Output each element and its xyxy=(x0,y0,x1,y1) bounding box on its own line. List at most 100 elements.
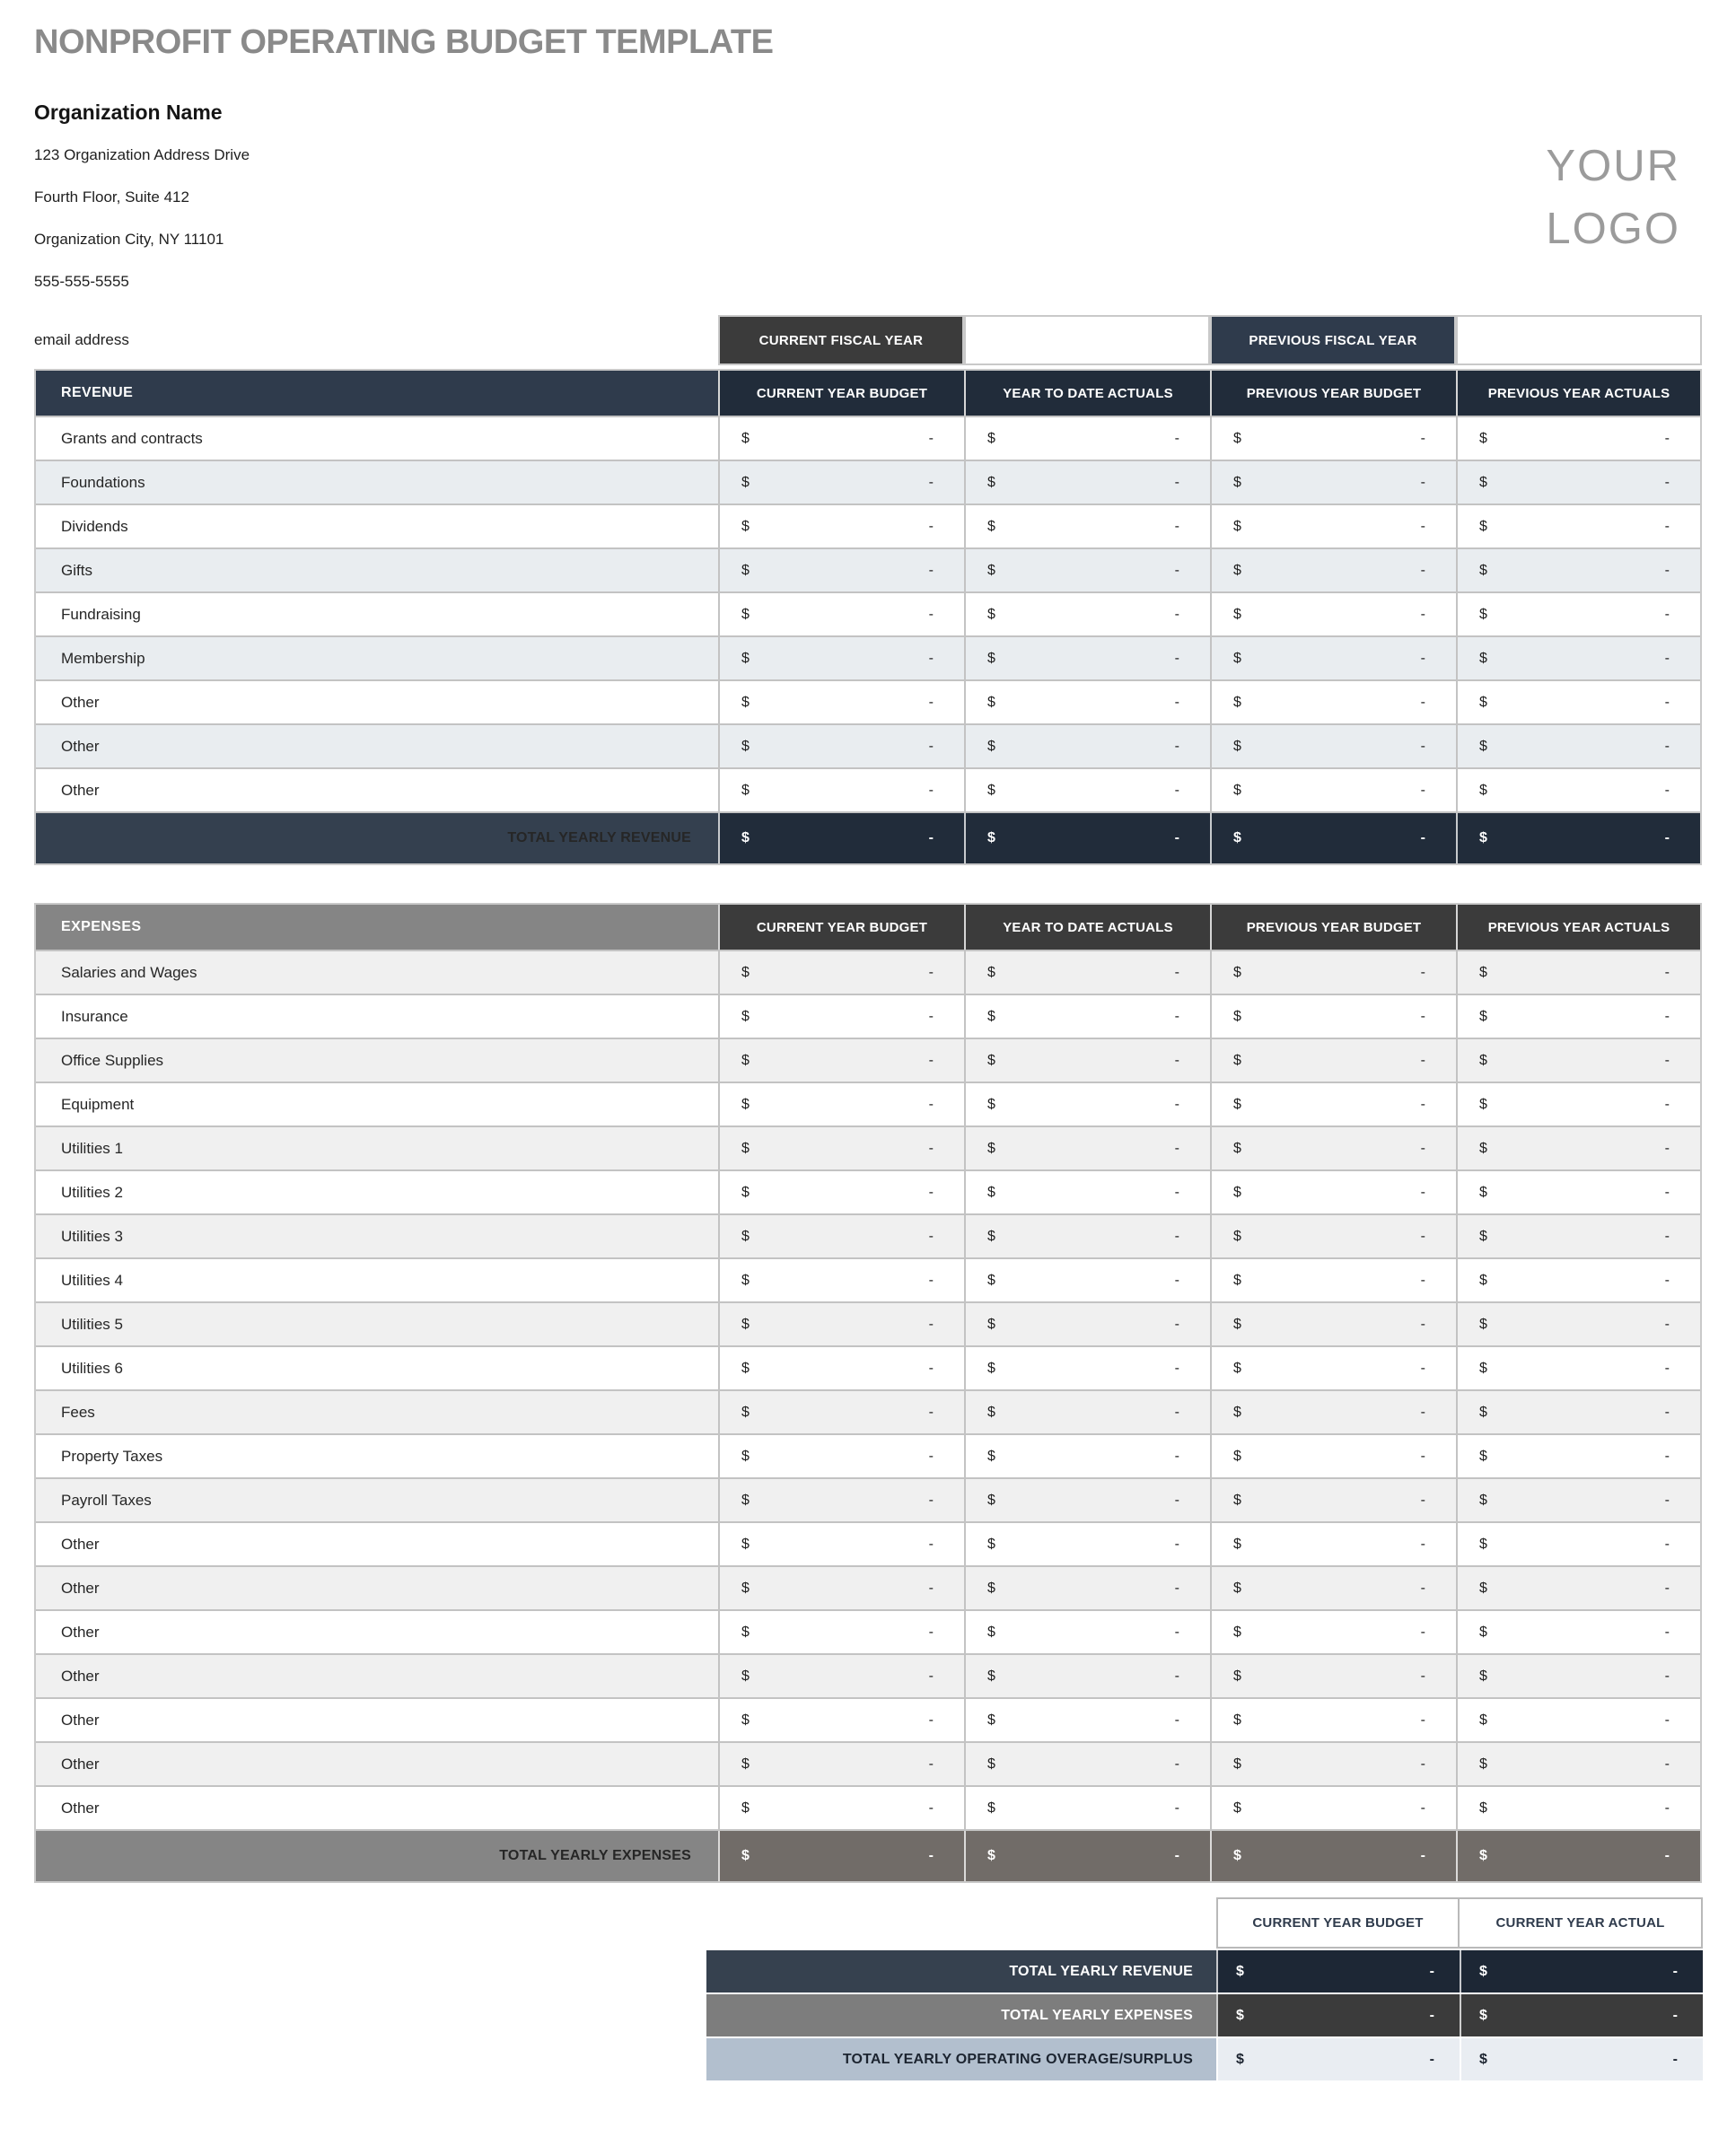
amount-cell[interactable]: $ - xyxy=(718,1567,964,1609)
amount-cell[interactable]: $ - xyxy=(964,1171,1210,1213)
amount-cell[interactable]: $ - xyxy=(1456,1435,1700,1477)
amount-cell[interactable]: $ - xyxy=(1210,549,1456,591)
amount-cell[interactable]: $ - xyxy=(1456,1215,1700,1257)
amount-cell[interactable]: $ - xyxy=(1210,1215,1456,1257)
amount-cell[interactable]: $ - xyxy=(1456,1347,1700,1389)
row-label-cell[interactable]: Other xyxy=(61,1755,100,1773)
row-label-cell[interactable]: Utilities 5 xyxy=(61,1315,123,1333)
row-label-cell[interactable]: Other xyxy=(61,1535,100,1553)
amount-cell[interactable]: $ - xyxy=(718,637,964,679)
amount-cell[interactable]: $ - xyxy=(718,1215,964,1257)
amount-cell[interactable]: $ - xyxy=(718,1435,964,1477)
amount-cell[interactable]: $ - xyxy=(964,1479,1210,1521)
amount-cell[interactable]: $ - xyxy=(1456,725,1700,767)
amount-cell[interactable]: $ - xyxy=(1456,1083,1700,1125)
amount-cell[interactable]: $ - xyxy=(1210,951,1456,994)
amount-cell[interactable]: $ - xyxy=(964,681,1210,723)
amount-cell[interactable]: $ - xyxy=(718,769,964,811)
row-label-cell[interactable]: Other xyxy=(61,1711,100,1729)
amount-cell[interactable]: $ - xyxy=(1456,593,1700,635)
amount-cell[interactable]: $ - xyxy=(1210,1303,1456,1345)
amount-cell[interactable]: $ - xyxy=(964,461,1210,504)
amount-cell[interactable]: $ - xyxy=(964,1611,1210,1653)
amount-cell[interactable]: $ - xyxy=(1210,1127,1456,1169)
amount-cell[interactable]: $ - xyxy=(1456,1787,1700,1829)
amount-cell[interactable]: $ - xyxy=(964,1303,1210,1345)
amount-cell[interactable]: $ - xyxy=(1210,461,1456,504)
row-label-cell[interactable]: Other xyxy=(61,693,100,711)
amount-cell[interactable]: $ - xyxy=(718,505,964,547)
row-label-cell[interactable]: Other xyxy=(61,781,100,799)
amount-cell[interactable]: $ - xyxy=(718,1347,964,1389)
amount-cell[interactable]: $ - xyxy=(1210,725,1456,767)
amount-cell[interactable]: $ - xyxy=(964,951,1210,994)
amount-cell[interactable]: $ - xyxy=(718,681,964,723)
amount-cell[interactable]: $ - xyxy=(718,1787,964,1829)
amount-cell[interactable]: $ - xyxy=(1456,1655,1700,1697)
row-label-cell[interactable]: Other xyxy=(61,737,100,755)
amount-cell[interactable]: $ - xyxy=(1210,417,1456,460)
row-label-cell[interactable]: Gifts xyxy=(61,561,92,579)
amount-cell[interactable]: $ - xyxy=(964,725,1210,767)
amount-cell[interactable]: $ - xyxy=(1456,1171,1700,1213)
row-label-cell[interactable]: Utilities 6 xyxy=(61,1359,123,1377)
amount-cell[interactable]: $ - xyxy=(964,1259,1210,1301)
amount-cell[interactable]: $ - xyxy=(718,1259,964,1301)
amount-cell[interactable]: $ - xyxy=(718,1523,964,1565)
amount-cell[interactable]: $ - xyxy=(1456,549,1700,591)
amount-cell[interactable]: $ - xyxy=(1210,1787,1456,1829)
row-label-cell[interactable]: Grants and contracts xyxy=(61,429,203,447)
amount-cell[interactable]: $ - xyxy=(718,1655,964,1697)
amount-cell[interactable]: $ - xyxy=(1456,1743,1700,1785)
amount-cell[interactable]: $ - xyxy=(1456,1523,1700,1565)
amount-cell[interactable]: $ - xyxy=(718,1083,964,1125)
amount-cell[interactable]: $ - xyxy=(718,951,964,994)
amount-cell[interactable]: $ - xyxy=(718,1479,964,1521)
amount-cell[interactable]: $ - xyxy=(1210,1479,1456,1521)
amount-cell[interactable]: $ - xyxy=(1456,461,1700,504)
row-label-cell[interactable]: Utilities 2 xyxy=(61,1183,123,1201)
amount-cell[interactable]: $ - xyxy=(964,1215,1210,1257)
amount-cell[interactable]: $ - xyxy=(964,1743,1210,1785)
amount-cell[interactable]: $ - xyxy=(1456,769,1700,811)
amount-cell[interactable]: $ - xyxy=(1210,593,1456,635)
amount-cell[interactable]: $ - xyxy=(1456,1391,1700,1433)
row-label-cell[interactable]: Payroll Taxes xyxy=(61,1491,152,1509)
amount-cell[interactable]: $ - xyxy=(964,1523,1210,1565)
amount-cell[interactable]: $ - xyxy=(1456,1699,1700,1741)
row-label-cell[interactable]: Other xyxy=(61,1579,100,1597)
amount-cell[interactable]: $ - xyxy=(1456,1039,1700,1082)
amount-cell[interactable]: $ - xyxy=(1210,1039,1456,1082)
row-label-cell[interactable]: Other xyxy=(61,1623,100,1641)
amount-cell[interactable]: $ - xyxy=(964,637,1210,679)
amount-cell[interactable]: $ - xyxy=(964,769,1210,811)
amount-cell[interactable]: $ - xyxy=(1456,1127,1700,1169)
amount-cell[interactable]: $ - xyxy=(1456,995,1700,1038)
amount-cell[interactable]: $ - xyxy=(964,505,1210,547)
amount-cell[interactable]: $ - xyxy=(1456,951,1700,994)
amount-cell[interactable]: $ - xyxy=(1456,417,1700,460)
amount-cell[interactable]: $ - xyxy=(1210,1171,1456,1213)
amount-cell[interactable]: $ - xyxy=(718,593,964,635)
amount-cell[interactable]: $ - xyxy=(964,1083,1210,1125)
amount-cell[interactable]: $ - xyxy=(964,1391,1210,1433)
amount-cell[interactable]: $ - xyxy=(964,417,1210,460)
row-label-cell[interactable]: Equipment xyxy=(61,1095,135,1113)
amount-cell[interactable]: $ - xyxy=(1210,1391,1456,1433)
amount-cell[interactable]: $ - xyxy=(1456,681,1700,723)
row-label-cell[interactable]: Fees xyxy=(61,1403,95,1421)
row-label-cell[interactable]: Membership xyxy=(61,649,145,667)
amount-cell[interactable]: $ - xyxy=(1210,1655,1456,1697)
amount-cell[interactable]: $ - xyxy=(1210,769,1456,811)
row-label-cell[interactable]: Utilities 4 xyxy=(61,1271,123,1289)
amount-cell[interactable]: $ - xyxy=(1456,1611,1700,1653)
amount-cell[interactable]: $ - xyxy=(964,1127,1210,1169)
amount-cell[interactable]: $ - xyxy=(964,995,1210,1038)
amount-cell[interactable]: $ - xyxy=(1210,1523,1456,1565)
amount-cell[interactable]: $ - xyxy=(1210,1347,1456,1389)
amount-cell[interactable]: $ - xyxy=(1210,1743,1456,1785)
amount-cell[interactable]: $ - xyxy=(964,1567,1210,1609)
amount-cell[interactable]: $ - xyxy=(1210,505,1456,547)
amount-cell[interactable]: $ - xyxy=(718,1039,964,1082)
amount-cell[interactable]: $ - xyxy=(718,1391,964,1433)
